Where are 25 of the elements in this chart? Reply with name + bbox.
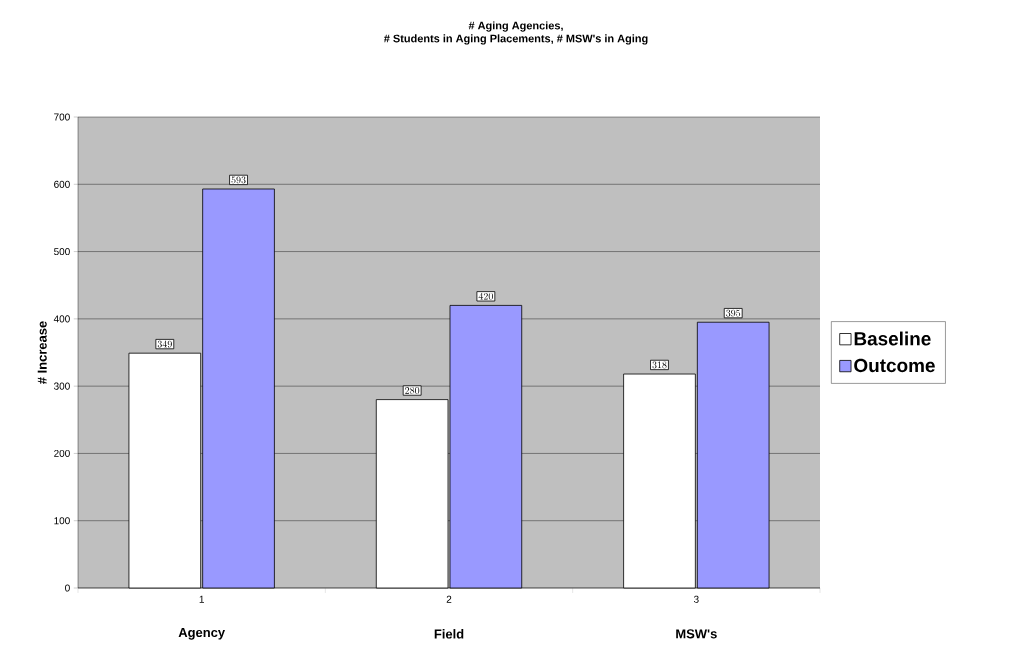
y-tick-label: 300: [53, 382, 70, 390]
chart-subtitle: # Students in Aging Placements, # MSW's in Aging: [383, 34, 648, 45]
y-tick-label: 400: [53, 315, 70, 323]
data-label: 349: [157, 340, 172, 348]
data-label: 318: [652, 361, 667, 369]
y-tick-label: 700: [54, 113, 70, 121]
y-tick-label: 600: [54, 180, 70, 188]
data-label: 593: [231, 176, 246, 184]
data-label: 395: [726, 309, 741, 317]
data-label: 420: [478, 292, 493, 300]
y-tick-label: 0: [65, 584, 70, 592]
data-label: 280: [405, 387, 420, 394]
chart-title: # Aging Agencies,: [468, 21, 563, 32]
x-tick-label: 3: [693, 595, 699, 603]
x-tick-label: 2: [446, 595, 452, 603]
x-tick-label: 1: [199, 595, 204, 603]
legend-label: Baseline: [854, 331, 931, 346]
y-tick-label: 200: [54, 449, 70, 457]
y-axis-title: # Increase: [37, 321, 47, 384]
text: MSW's: [676, 629, 717, 639]
text: Field: [434, 629, 464, 639]
legend-label: Outcome: [854, 358, 935, 373]
y-tick-label: 100: [54, 517, 70, 525]
y-tick-label: 500: [54, 248, 70, 256]
text: Agency: [178, 628, 225, 640]
